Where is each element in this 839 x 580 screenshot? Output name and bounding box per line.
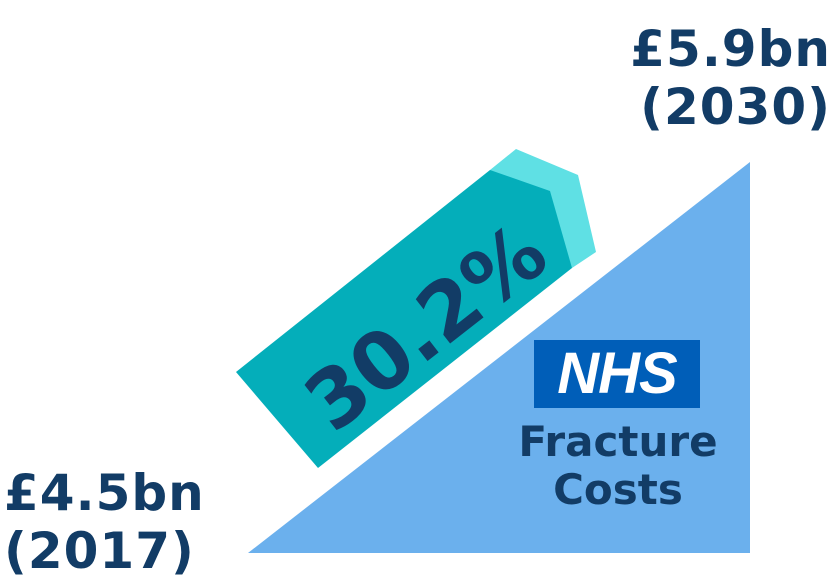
caption-line1: Fracture <box>478 418 758 466</box>
caption-line2: Costs <box>478 466 758 514</box>
caption: Fracture Costs <box>478 418 758 514</box>
start-amount: £4.5bn <box>4 464 205 522</box>
nhs-logo-text: NHS <box>557 345 676 403</box>
nhs-logo: NHS <box>534 340 700 408</box>
end-year: (2030) <box>630 78 831 136</box>
start-value-label: £4.5bn (2017) <box>4 464 205 580</box>
end-value-label: £5.9bn (2030) <box>630 20 831 136</box>
end-amount: £5.9bn <box>630 20 831 78</box>
start-year: (2017) <box>4 522 205 580</box>
